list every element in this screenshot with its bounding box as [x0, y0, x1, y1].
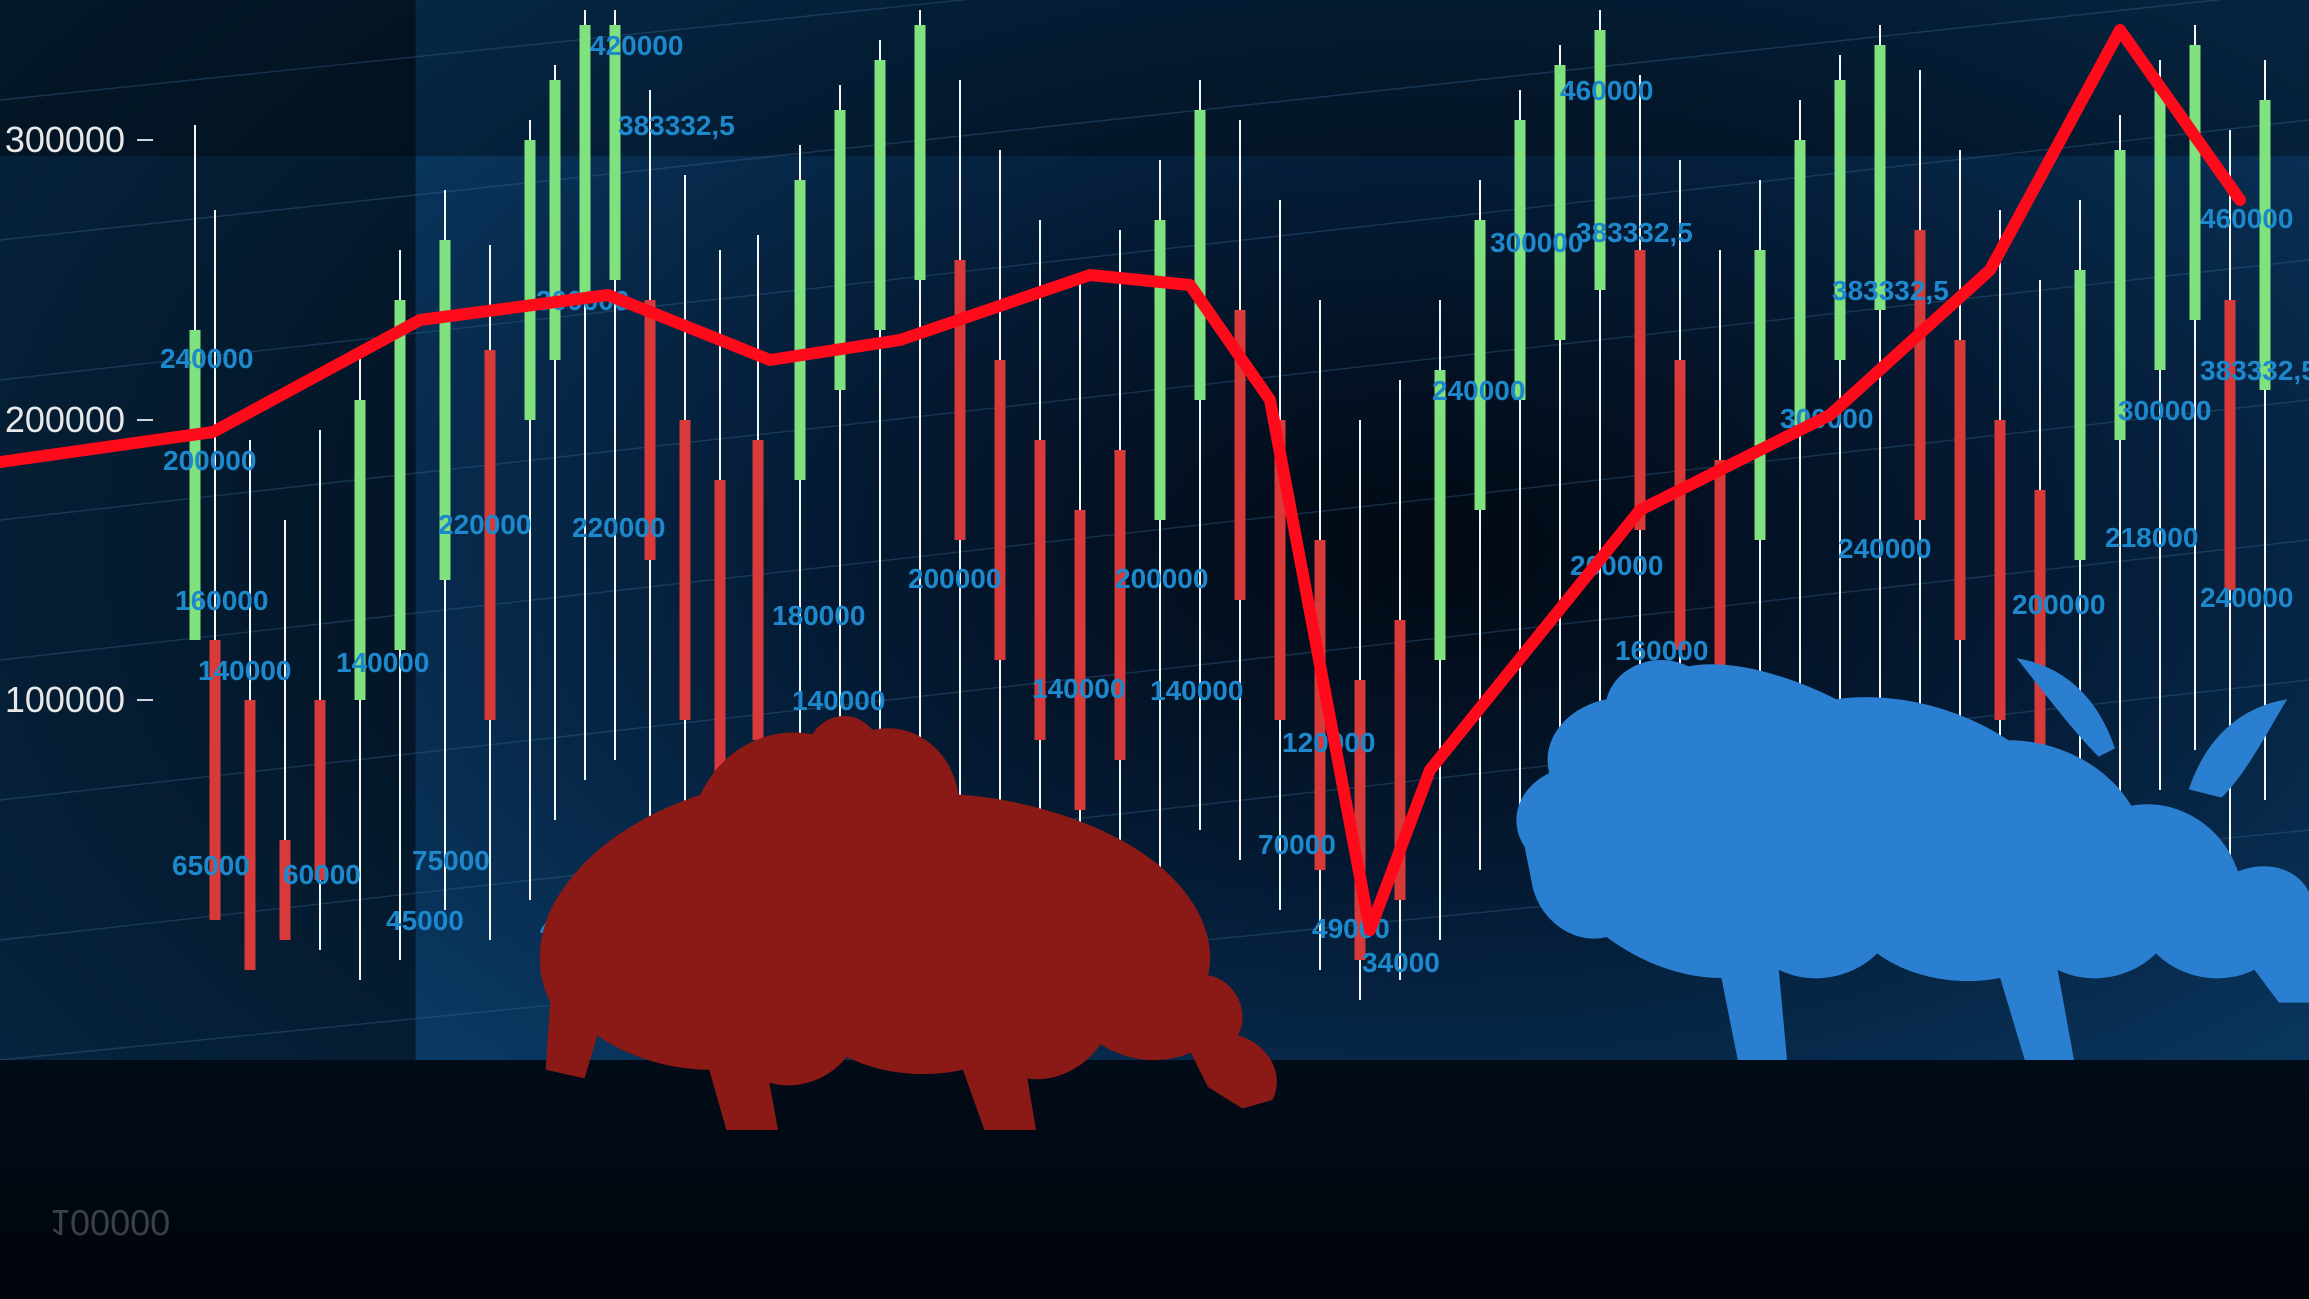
value-label: 383332,5 — [1832, 275, 1949, 306]
stock-chart-infographic: 420000383332,530000024000020000022000022… — [0, 0, 2309, 1299]
value-label: 383332,5 — [1576, 217, 1693, 248]
axis-label: 100000 — [5, 679, 125, 720]
value-label: 140000 — [792, 685, 885, 716]
value-label: 140000 — [336, 647, 429, 678]
value-label: 180000 — [772, 600, 865, 631]
value-label: 140000 — [198, 655, 291, 686]
value-label: 200000 — [2012, 589, 2105, 620]
value-label: 75000 — [412, 845, 490, 876]
value-label: 460000 — [1560, 75, 1653, 106]
value-label: 200000 — [1115, 563, 1208, 594]
value-label: 200000 — [163, 445, 256, 476]
value-label: 218000 — [2105, 522, 2198, 553]
value-label: 300000 — [2118, 395, 2211, 426]
value-label: 383332,5 — [618, 110, 735, 141]
axis-label-reflection: 100000 — [50, 1202, 170, 1243]
value-label: 45000 — [386, 905, 464, 936]
value-label: 300000 — [1490, 227, 1583, 258]
value-label: 140000 — [1032, 673, 1125, 704]
axis-label: 200000 — [5, 399, 125, 440]
value-label: 220000 — [572, 512, 665, 543]
value-label: 70000 — [1258, 829, 1336, 860]
axis-label: 300000 — [5, 119, 125, 160]
value-label: 160000 — [175, 585, 268, 616]
value-label: 383332,5 — [2200, 355, 2309, 386]
value-label: 240000 — [160, 343, 253, 374]
value-label: 65000 — [172, 850, 250, 881]
value-label: 240000 — [1838, 533, 1931, 564]
value-label: 220000 — [438, 509, 531, 540]
value-label: 420000 — [590, 30, 683, 61]
value-label: 34000 — [1362, 947, 1440, 978]
value-label: 240000 — [2200, 582, 2293, 613]
value-label: 240000 — [1432, 375, 1525, 406]
value-label: 200000 — [908, 563, 1001, 594]
chart-svg: 420000383332,530000024000020000022000022… — [0, 0, 2309, 1299]
value-label: 460000 — [2200, 203, 2293, 234]
value-label: 60000 — [283, 859, 361, 890]
value-label: 140000 — [1150, 675, 1243, 706]
